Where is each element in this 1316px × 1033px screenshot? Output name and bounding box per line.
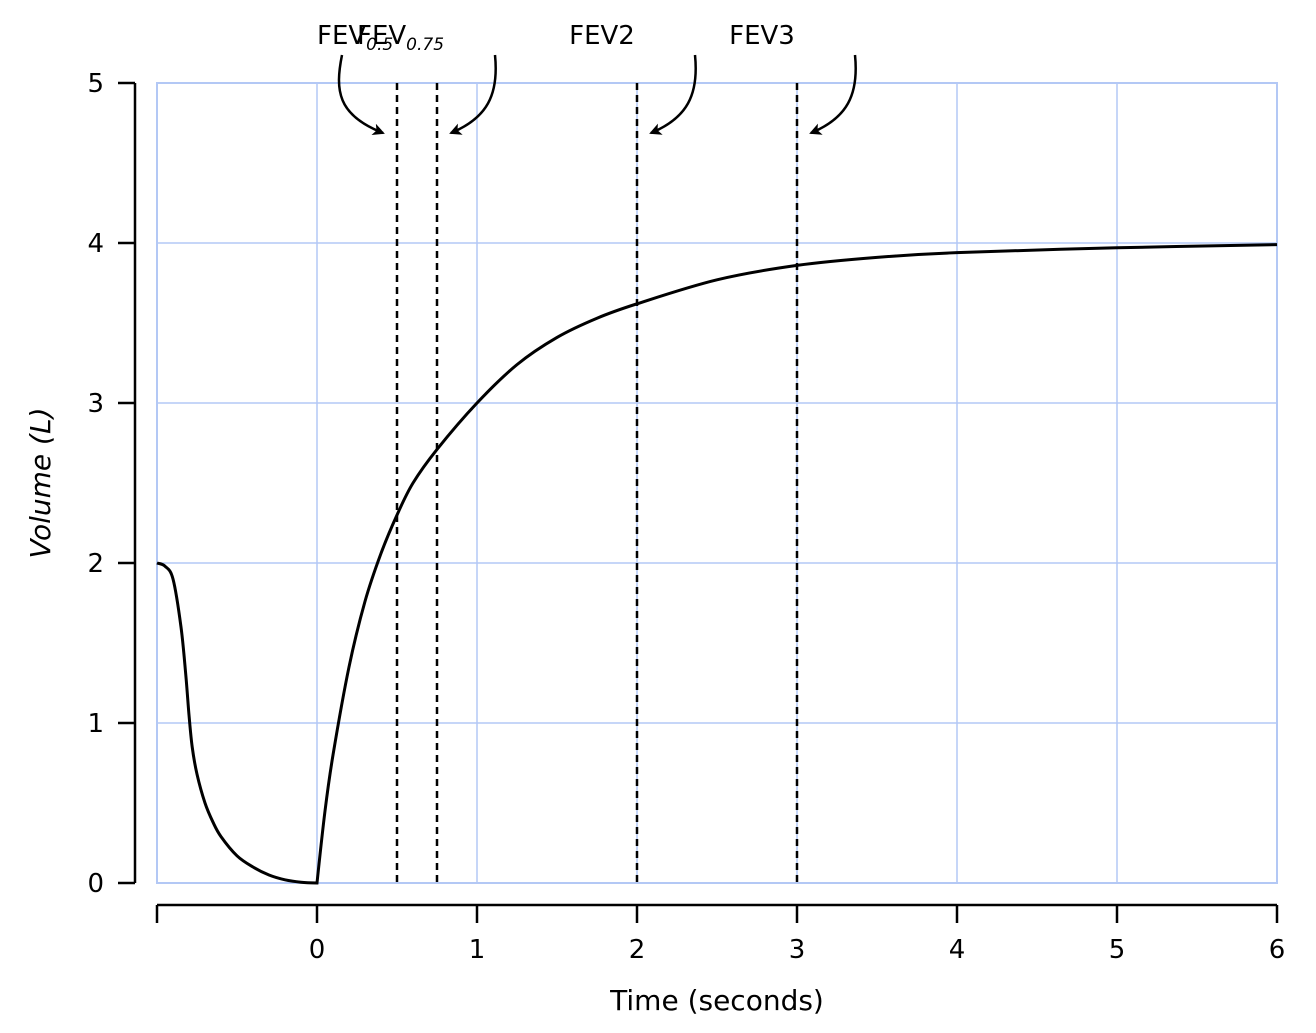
y-tick-label: 3	[87, 389, 104, 419]
y-tick-label: 2	[87, 549, 104, 579]
x-tick-label: 5	[1109, 935, 1126, 965]
fev-marker-arrow	[337, 54, 385, 135]
fev-marker-arrow	[649, 54, 697, 135]
x-axis-title: Time (seconds)	[609, 984, 824, 1017]
fev-marker-subscript: 0.75	[406, 35, 444, 55]
axis-titles: Time (seconds) Volume (L)	[24, 407, 824, 1017]
x-tick-label: 4	[949, 935, 966, 965]
fev-marker-label: FEV3	[729, 21, 795, 51]
y-tick-label: 1	[87, 709, 104, 739]
axes: 0 1 2 3 4 5 0 1 2 3 4 5 6	[87, 69, 1285, 965]
y-tick-label: 4	[87, 229, 104, 259]
series-line	[156, 243, 1278, 885]
fev-marker-subscript: 0.5	[366, 35, 393, 55]
x-tick-label: 0	[309, 935, 326, 965]
fev-marker-arrow	[449, 54, 497, 135]
x-tick-label: 6	[1269, 935, 1286, 965]
y-axis-title: Volume (L)	[24, 407, 57, 558]
series	[156, 243, 1278, 885]
fev-marker-arrow	[809, 54, 857, 135]
y-tick-label: 5	[87, 69, 104, 99]
grid	[156, 82, 1278, 884]
x-tick-label: 3	[789, 935, 806, 965]
fev-marker-label: FEV0.75	[357, 21, 444, 55]
x-tick-label: 2	[629, 935, 646, 965]
y-tick-label: 0	[87, 869, 104, 899]
plot-border	[156, 82, 1278, 884]
x-tick-label: 1	[469, 935, 486, 965]
fev-marker-label: FEV2	[569, 21, 635, 51]
